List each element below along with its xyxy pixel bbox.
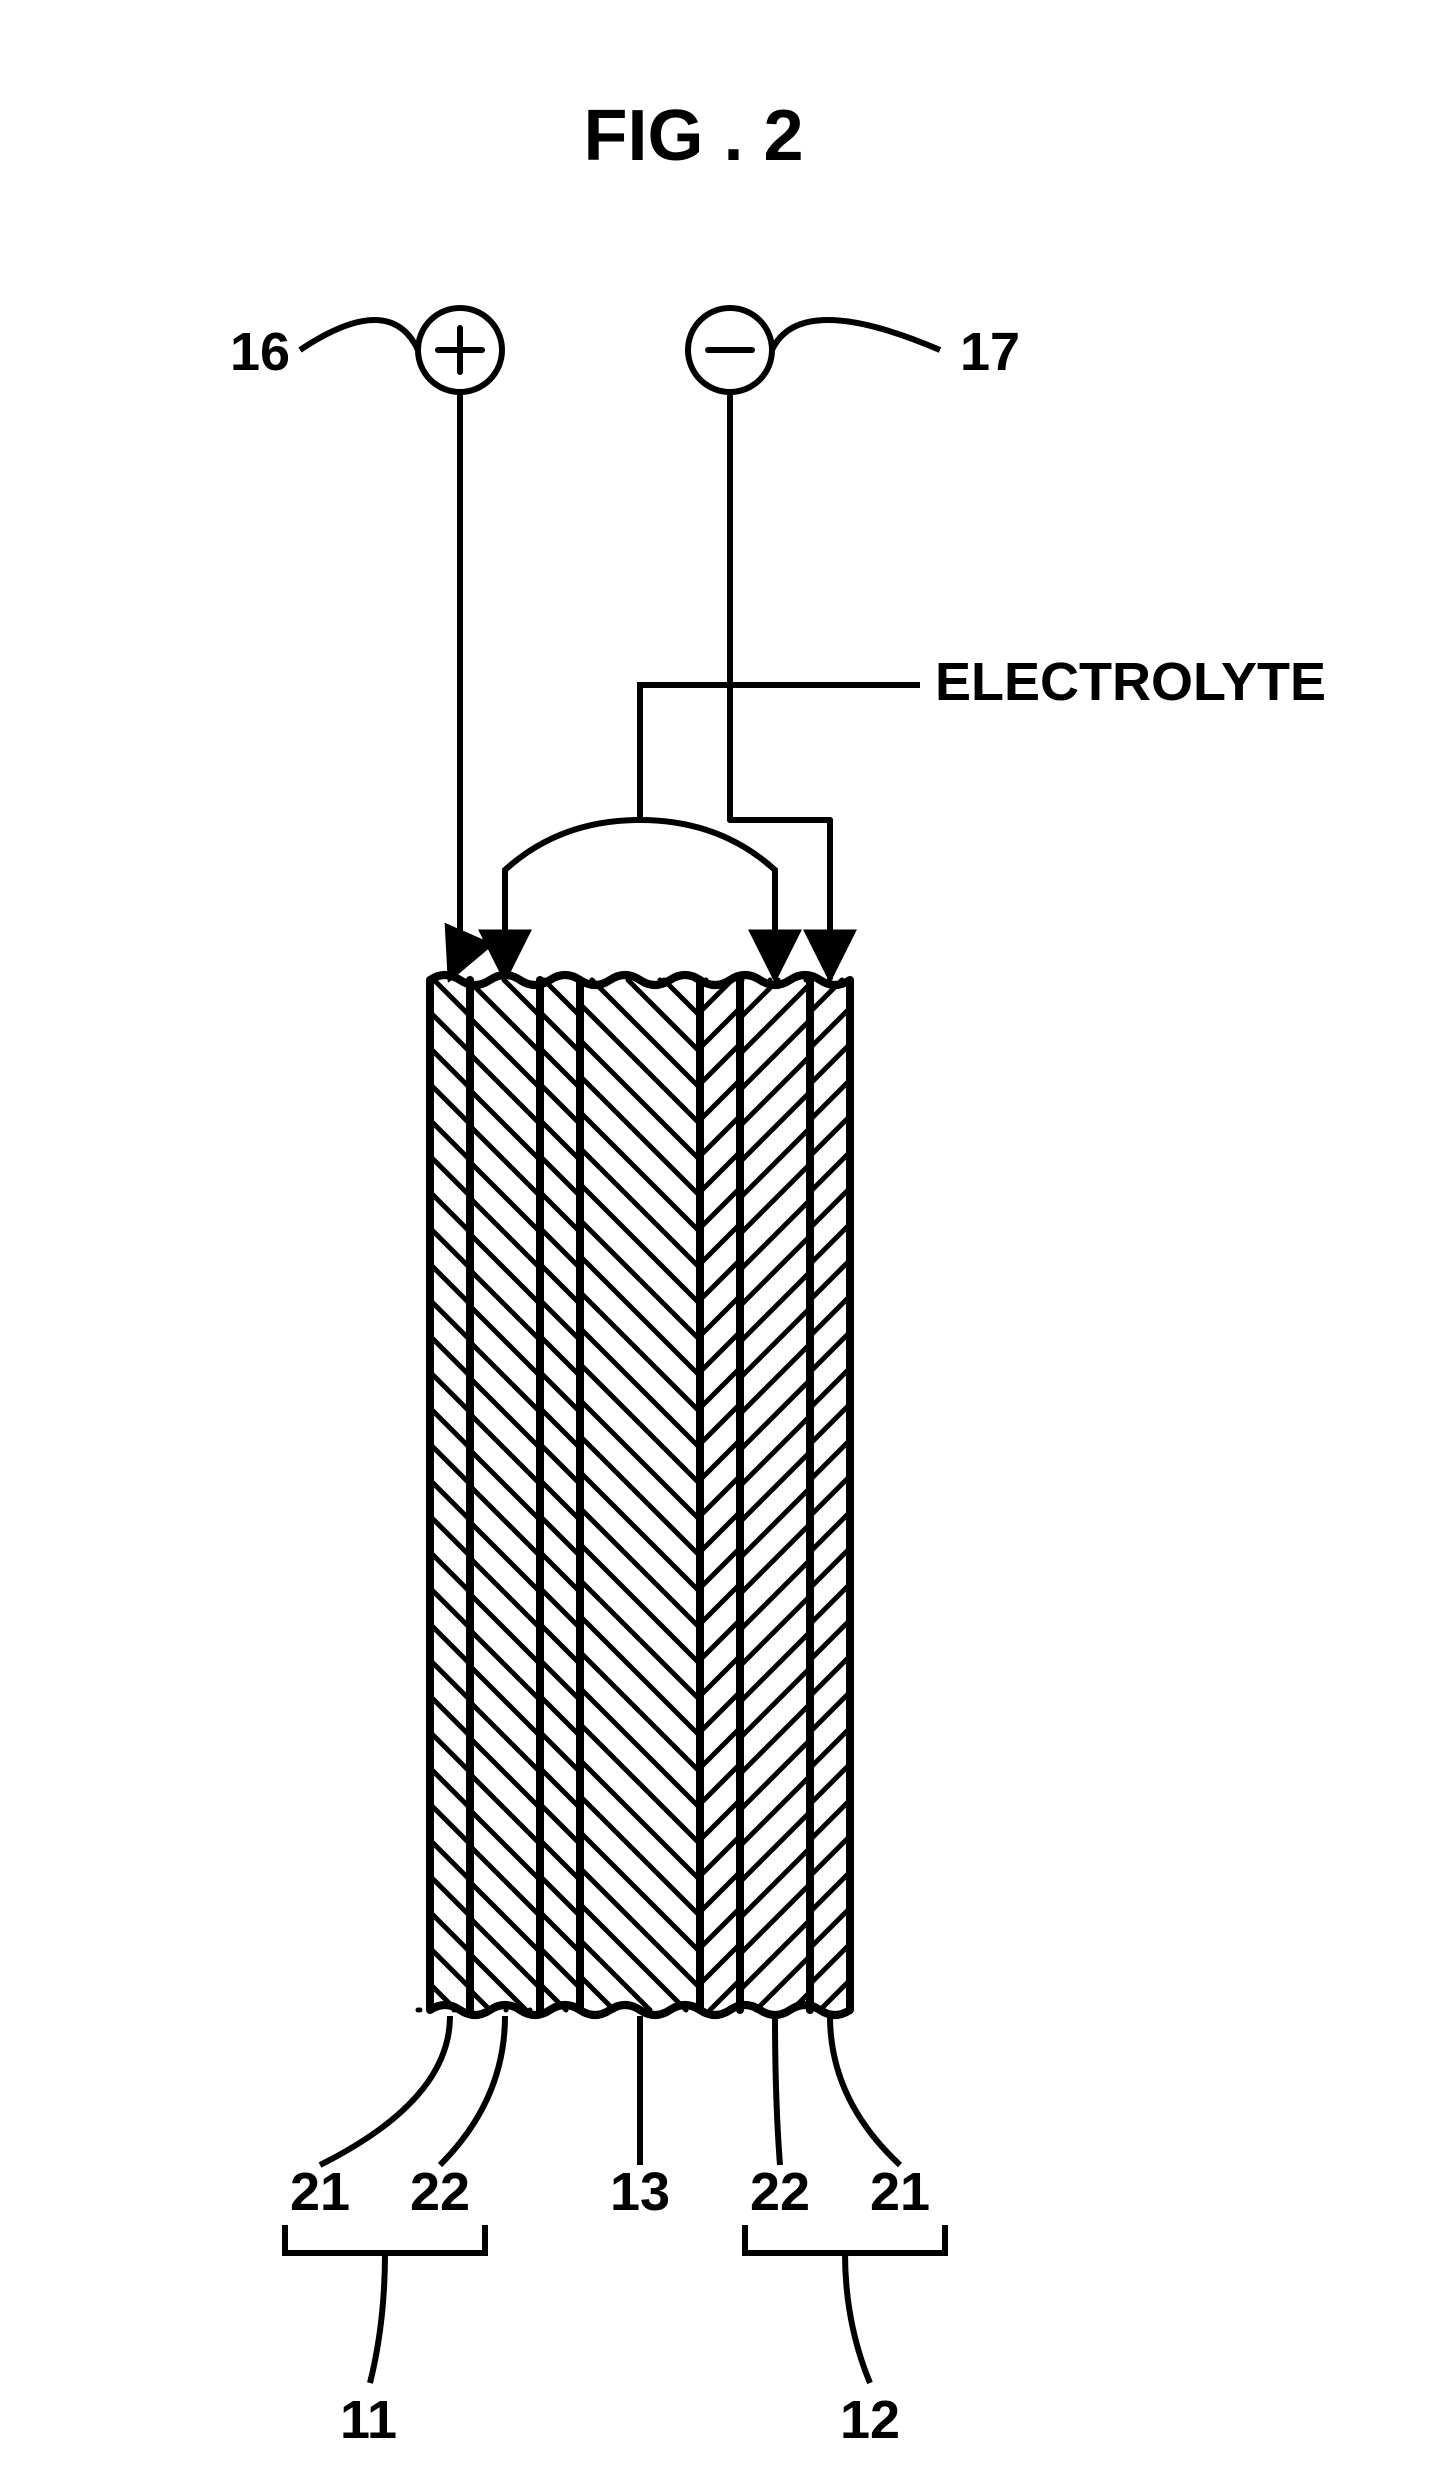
label: FIG . 2 (583, 96, 803, 176)
label: 13 (610, 2162, 670, 2222)
label: ELECTROLYTE (935, 652, 1326, 712)
label: 16 (230, 322, 290, 382)
label: 22 (750, 2162, 810, 2222)
label: 21 (870, 2162, 930, 2222)
label: 21 (290, 2162, 350, 2222)
label: 17 (960, 322, 1020, 382)
label: 11 (340, 2390, 397, 2450)
label: 22 (410, 2162, 470, 2222)
label: 12 (840, 2390, 900, 2450)
